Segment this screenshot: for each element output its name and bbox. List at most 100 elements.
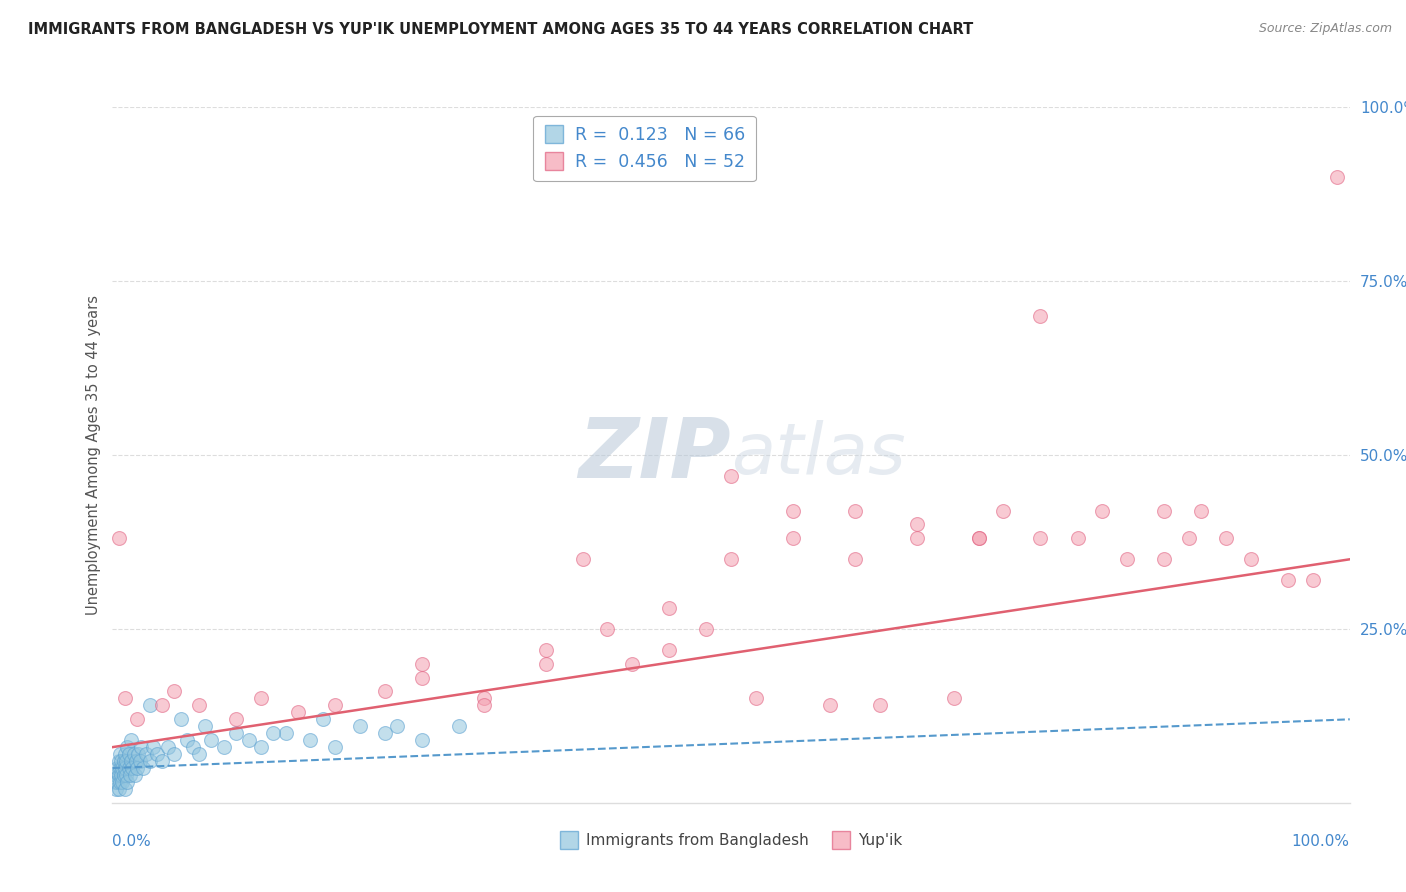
Point — [107, 761, 129, 775]
Point — [472, 698, 495, 713]
Point — [163, 747, 186, 761]
Text: ZIP: ZIP — [578, 415, 731, 495]
Point — [125, 754, 148, 768]
Point — [129, 740, 152, 755]
Point — [1116, 552, 1139, 566]
Point — [117, 740, 139, 755]
Point — [114, 781, 136, 796]
Point — [118, 768, 141, 782]
Point — [905, 517, 928, 532]
Point — [132, 761, 155, 775]
Point — [967, 532, 990, 546]
Point — [108, 747, 131, 761]
Point — [782, 532, 804, 546]
Point — [105, 781, 128, 796]
Point — [374, 684, 396, 698]
Point — [1029, 309, 1052, 323]
Text: 0.0%: 0.0% — [112, 834, 152, 849]
Point — [110, 768, 132, 782]
Point — [114, 761, 136, 775]
Point — [115, 754, 138, 768]
Point — [104, 775, 127, 789]
Point — [621, 657, 644, 671]
Point — [1189, 503, 1212, 517]
Point — [658, 642, 681, 657]
Point — [176, 733, 198, 747]
Y-axis label: Unemployment Among Ages 35 to 44 years: Unemployment Among Ages 35 to 44 years — [86, 295, 101, 615]
Point — [993, 503, 1015, 517]
Point — [107, 768, 129, 782]
Point — [225, 726, 247, 740]
Point — [720, 468, 742, 483]
Point — [323, 740, 346, 755]
Point — [212, 740, 235, 755]
Point — [1066, 532, 1088, 546]
Point — [112, 768, 135, 782]
Point — [135, 747, 157, 761]
Point — [411, 733, 433, 747]
Point — [1302, 573, 1324, 587]
Point — [942, 691, 965, 706]
Point — [844, 552, 866, 566]
Point — [472, 691, 495, 706]
Point — [1153, 552, 1175, 566]
Point — [323, 698, 346, 713]
Point — [117, 775, 139, 789]
Point — [114, 747, 136, 761]
Point — [138, 698, 160, 713]
Point — [127, 761, 149, 775]
Point — [107, 754, 129, 768]
Point — [124, 768, 146, 782]
Point — [146, 747, 169, 761]
Point — [163, 684, 186, 698]
Point — [107, 775, 129, 789]
Point — [188, 698, 211, 713]
Point — [121, 761, 143, 775]
Point — [250, 691, 273, 706]
Point — [127, 712, 149, 726]
Point — [150, 754, 173, 768]
Point — [299, 733, 322, 747]
Point — [108, 761, 131, 775]
Point — [1091, 503, 1114, 517]
Point — [312, 712, 335, 726]
Point — [138, 754, 160, 768]
Point — [349, 719, 371, 733]
Point — [250, 740, 273, 755]
Point — [658, 601, 681, 615]
Point — [107, 532, 129, 546]
Point — [447, 719, 470, 733]
Point — [120, 754, 142, 768]
Point — [238, 733, 260, 747]
Point — [114, 691, 136, 706]
Point — [1240, 552, 1263, 566]
Point — [105, 768, 128, 782]
Point — [169, 712, 191, 726]
Point — [1153, 503, 1175, 517]
Point — [120, 733, 142, 747]
Point — [262, 726, 284, 740]
Point — [1029, 532, 1052, 546]
Point — [107, 781, 129, 796]
Point — [181, 740, 204, 755]
Point — [110, 754, 132, 768]
Point — [818, 698, 841, 713]
Point — [112, 754, 135, 768]
Point — [225, 712, 247, 726]
Point — [157, 740, 180, 755]
Point — [117, 761, 139, 775]
Point — [115, 768, 138, 782]
Point — [844, 503, 866, 517]
Point — [117, 747, 139, 761]
Point — [150, 698, 173, 713]
Text: atlas: atlas — [731, 420, 905, 490]
Point — [869, 698, 891, 713]
Point — [782, 503, 804, 517]
Point — [127, 747, 149, 761]
Point — [200, 733, 222, 747]
Point — [128, 754, 150, 768]
Point — [695, 622, 717, 636]
Point — [188, 747, 211, 761]
Point — [1326, 169, 1348, 184]
Point — [1215, 532, 1237, 546]
